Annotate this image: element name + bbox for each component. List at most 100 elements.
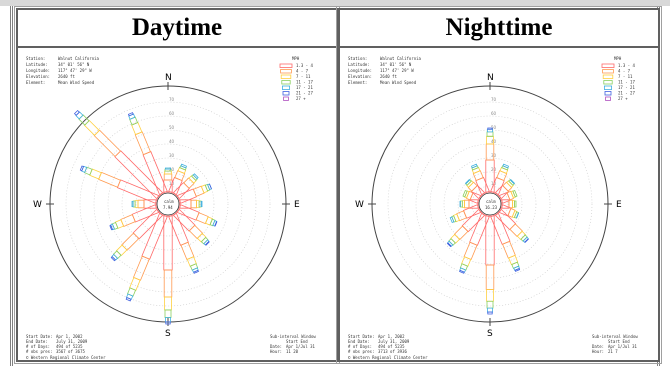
station-value: 2640 ft — [58, 74, 75, 79]
calm-label: calm — [164, 199, 174, 204]
petal-segment — [486, 131, 494, 137]
calm-circle — [156, 192, 180, 216]
petal-segment — [180, 163, 187, 169]
window-value: 21 7 — [608, 349, 618, 354]
station-key: Element: — [348, 80, 367, 85]
wind-petal-22.5 — [168, 163, 187, 196]
grid-ring — [121, 157, 215, 251]
ring-label: 40 — [169, 139, 175, 144]
petal-segment — [462, 189, 468, 198]
petal-segment — [120, 214, 136, 227]
petal-segment — [496, 170, 508, 182]
wind-petal-337.5 — [471, 163, 490, 196]
window-value: 11 20 — [286, 349, 299, 354]
legend-label: 21 - 27 — [296, 91, 313, 96]
petal-segment — [511, 261, 520, 269]
legend-swatch — [603, 80, 613, 85]
petal-segment — [192, 173, 199, 180]
petal-segment — [502, 163, 509, 169]
petal-segment — [475, 176, 490, 196]
legend-swatch — [603, 85, 612, 90]
petal-segment — [452, 213, 460, 223]
station-key: Elevation: — [348, 74, 372, 79]
station-key: Latitude: — [348, 62, 370, 67]
ring-label: 70 — [169, 97, 175, 102]
petal-segment — [502, 240, 516, 259]
petal-segment — [449, 216, 455, 223]
petal-segment — [83, 119, 100, 136]
window-key: Hour: — [592, 349, 604, 354]
petal-segment — [191, 267, 199, 273]
petal-segment — [164, 296, 172, 311]
footer-key: Start Date: — [26, 334, 53, 339]
station-value: Mean Wind Speed — [380, 80, 417, 85]
legend-label: 7 - 11 — [296, 74, 311, 79]
petal-segment — [84, 166, 93, 176]
grid-ring — [93, 129, 243, 279]
petal-segment — [465, 190, 474, 201]
ring-label: 60 — [169, 111, 175, 116]
legend-label: 11 - 17 — [618, 80, 635, 85]
petal-segment — [450, 233, 461, 244]
petal-segment — [513, 265, 521, 271]
footer-value: 3713 of 3936 — [378, 349, 407, 354]
petal-segment — [165, 321, 171, 325]
grid-ring — [415, 129, 565, 279]
petal-segment — [456, 210, 468, 222]
footer-value: Apr 1, 2002 — [56, 334, 83, 339]
window-key: Date: — [270, 344, 282, 349]
wind-petal-180 — [163, 215, 173, 325]
station-key: Longitude: — [26, 68, 50, 73]
wind-petal-90 — [179, 199, 203, 209]
legend-label: 1.3 - 4 — [296, 63, 313, 68]
petal-segment — [468, 199, 479, 209]
wind-petal-202.5 — [459, 212, 490, 274]
petal-segment — [451, 215, 457, 223]
petal-segment — [487, 127, 493, 130]
compass-east: E — [616, 200, 622, 210]
wind-petal-315 — [464, 178, 486, 200]
grid-ring — [457, 171, 523, 237]
footer-key: # obs pres: — [26, 349, 53, 354]
petal-segment — [509, 178, 516, 185]
grid-ring — [401, 115, 579, 293]
petal-segment — [142, 151, 168, 196]
compass-west: W — [33, 200, 42, 210]
petal-segment — [131, 200, 134, 208]
legend-swatch — [602, 74, 614, 79]
wind-petal-112.5 — [498, 204, 520, 219]
petal-segment — [471, 166, 481, 174]
petal-segment — [125, 297, 132, 302]
compass-east: E — [294, 200, 300, 210]
window-value: Start End — [286, 339, 308, 344]
window-key: Sub-interval Window — [592, 334, 638, 339]
legend-label: 27 + — [296, 96, 306, 101]
station-value: Walnut California — [58, 56, 100, 61]
legend-label: 11 - 17 — [296, 80, 313, 85]
petal-segment — [163, 173, 173, 181]
petal-segment — [131, 121, 143, 136]
petal-segment — [109, 224, 114, 231]
window-key: Hour: — [270, 349, 282, 354]
wind-petal-90 — [501, 199, 517, 209]
petal-segment — [163, 269, 173, 298]
grid-ring — [149, 185, 187, 223]
footer-key: # obs pres: — [348, 349, 375, 354]
wind-petal-157.5 — [168, 212, 199, 274]
petal-segment — [179, 165, 187, 171]
grid-ring — [65, 101, 271, 307]
petal-segment — [464, 199, 470, 209]
footer-value: 3567 of 3675 — [56, 349, 85, 354]
wind-petal-180 — [485, 215, 495, 315]
petal-segment — [114, 219, 125, 229]
footer-key: # of Days: — [348, 344, 372, 349]
compass-south: S — [487, 329, 493, 339]
petal-segment — [446, 242, 452, 248]
petal-segment — [176, 204, 200, 221]
petal-segment — [516, 230, 527, 241]
petal-segment — [461, 256, 472, 267]
